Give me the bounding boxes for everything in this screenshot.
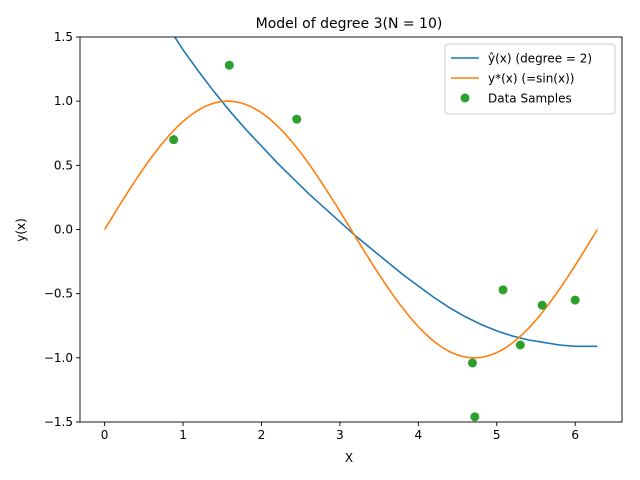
series-line-0 [173, 37, 598, 348]
data-sample-point [224, 60, 234, 70]
data-sample-point [570, 295, 580, 305]
x-tick-label: 2 [258, 428, 266, 442]
legend-label-1: y*(x) (=sin(x)) [488, 72, 574, 86]
y-tick-label: −0.5 [44, 287, 73, 301]
legend-label-0: ŷ(x) (degree = 2) [488, 52, 592, 66]
y-tick-label: −1.0 [44, 351, 73, 365]
y-tick-label: 0.5 [54, 158, 73, 172]
data-sample-point [292, 114, 302, 124]
data-sample-point [169, 135, 179, 145]
data-sample-point [467, 358, 477, 368]
y-tick-label: 1.0 [54, 94, 73, 108]
data-sample-point [537, 300, 547, 310]
x-tick-label: 6 [571, 428, 579, 442]
legend: ŷ(x) (degree = 2) y*(x) (=sin(x)) Data Sam… [444, 43, 616, 115]
y-axis-label: y(x) [14, 218, 28, 242]
legend-marker-swatch-2 [460, 93, 470, 103]
y-tick-label: 0.0 [54, 223, 73, 237]
y-axis-ticks: −1.5 −1.0 −0.5 0.0 0.5 1.0 1.5 [44, 30, 80, 429]
x-tick-label: 5 [493, 428, 501, 442]
x-tick-label: 4 [415, 428, 423, 442]
data-sample-point [498, 285, 508, 295]
x-axis-ticks: 0 1 2 3 4 5 6 [101, 422, 579, 442]
legend-label-2: Data Samples [488, 92, 572, 106]
x-tick-label: 3 [336, 428, 344, 442]
data-sample-point [515, 340, 525, 350]
x-tick-label: 0 [101, 428, 109, 442]
y-tick-label: 1.5 [54, 30, 73, 44]
chart-title: Model of degree 3(N = 10) [256, 16, 443, 32]
legend-box [444, 43, 616, 115]
x-axis-label: X [345, 451, 353, 465]
series-group [103, 37, 599, 422]
y-tick-label: −1.5 [44, 415, 73, 429]
data-sample-point [470, 412, 480, 422]
series-line-1 [103, 100, 599, 359]
x-tick-label: 1 [179, 428, 187, 442]
